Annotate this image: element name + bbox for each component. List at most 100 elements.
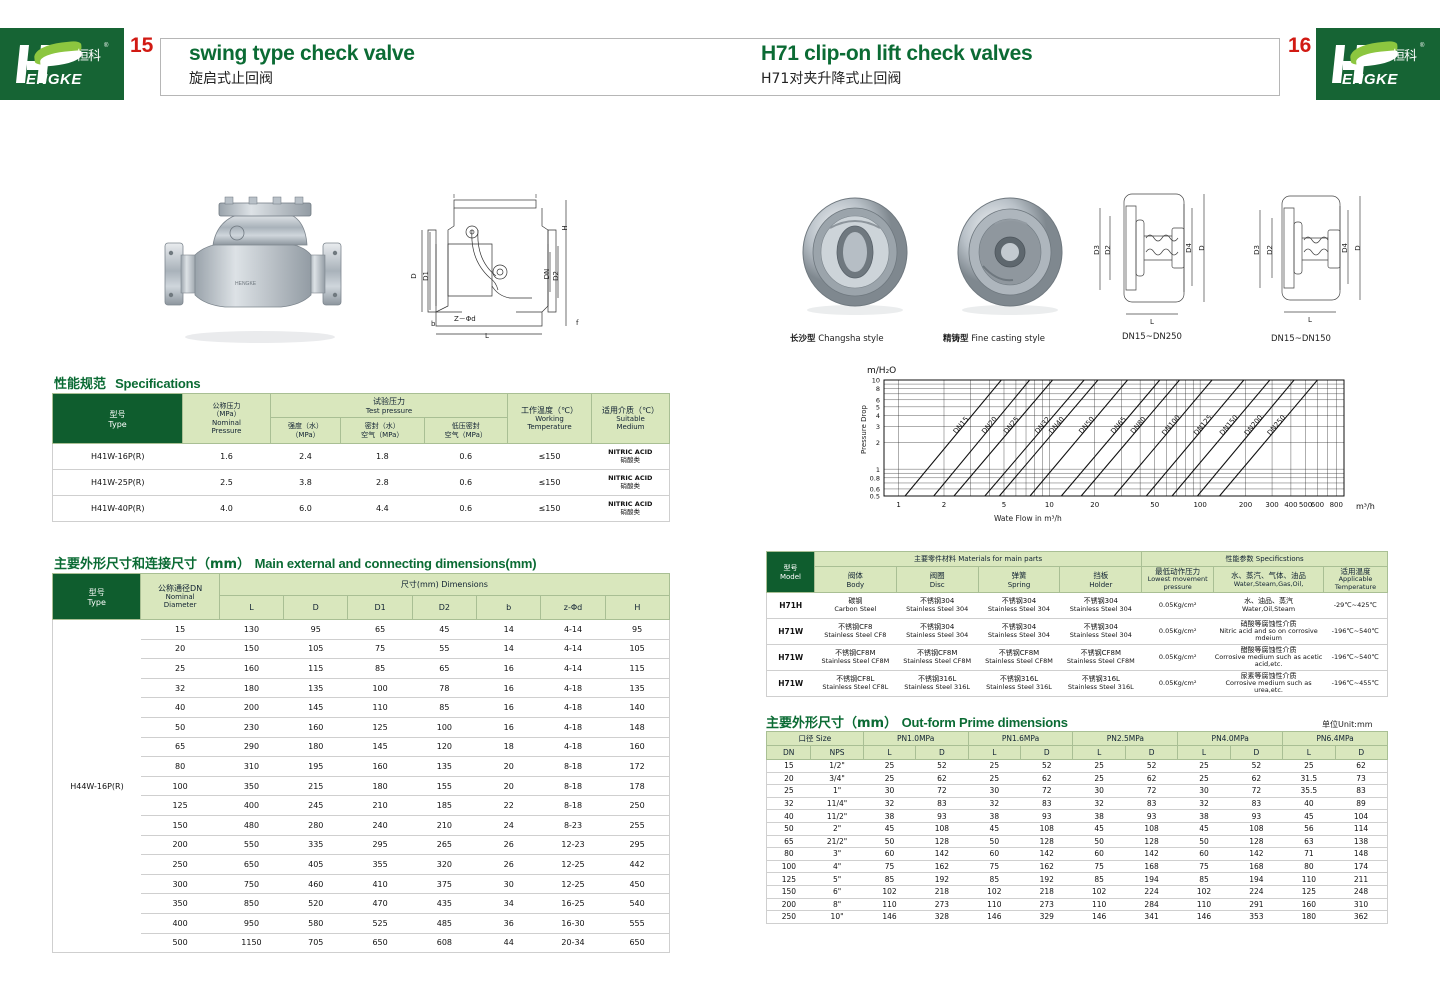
dims-cell-b: 26 <box>476 834 541 856</box>
dims-cell-d1: 355 <box>347 854 413 875</box>
mat-cell-media: 醋酸等腐蚀性介质 Corrosive medium such as acetic … <box>1213 644 1324 671</box>
out-cell-value: 60 <box>863 847 916 861</box>
table-row: 250 10" 146 328 146 329 146 341 146 353 180 362 <box>765 910 1389 924</box>
out-table-body: 15 1/2" 25 52 25 52 25 52 25 52 25 62 20 3/4" 25 62 25 62… <box>765 759 1389 924</box>
out-cell-value: 83 <box>1125 796 1178 811</box>
out-cell-value: 25 <box>968 771 1021 786</box>
out-cell-value: 72 <box>1230 784 1283 798</box>
out-cell-value: 248 <box>1335 884 1389 899</box>
logo-wordmark: ENGKE <box>26 71 82 88</box>
dims-cell-d2: 120 <box>412 736 477 758</box>
spec-cell-type: H41W-40P(R) <box>52 495 183 522</box>
table-row: H71W 不锈钢CF8L Stainless Steel CF8L 不锈钢316L St… <box>766 670 1388 697</box>
svg-text:D3: D3 <box>1253 245 1261 255</box>
dims-cell-zd: 12-25 <box>540 854 606 875</box>
dims-cell-l: 180 <box>219 677 284 699</box>
dims-cell-b: 20 <box>476 756 541 777</box>
out-cell-value: 211 <box>1335 872 1389 886</box>
dims-cell-h: 148 <box>605 716 671 738</box>
out-cell-value: 45 <box>1072 821 1126 836</box>
mat-cell-model: H71W <box>766 618 815 645</box>
out-cell-value: 168 <box>1125 859 1178 874</box>
dims-cell-dn: 500 <box>140 932 220 954</box>
out-cell-value: 25 <box>1282 759 1336 773</box>
table-row: 200 550 335 295 265 26 12-23 295 <box>53 834 671 856</box>
dims-cell-d: 280 <box>283 814 348 836</box>
dims-cell-l: 1150 <box>219 932 284 954</box>
spec-cell-lowseal: 0.6 <box>424 495 508 522</box>
out-cell-value: 40 <box>1282 796 1336 811</box>
out-th-size: 口径 Size <box>766 731 864 746</box>
svg-text:D1: D1 <box>422 271 430 281</box>
dims-cell-l: 150 <box>219 638 284 660</box>
mat-cell-disc: 不锈钢CF8M Stainless Steel CF8M <box>896 644 979 671</box>
lift-check-valve-drawing-dn15-dn250: D3 D2 D4 D L <box>1093 193 1206 326</box>
dims-cell-b: 24 <box>476 814 541 836</box>
out-cell-value: 80 <box>1282 859 1336 874</box>
out-cell-value: 310 <box>1335 897 1389 912</box>
out-cell-value: 146 <box>1177 910 1231 924</box>
out-cell-nps: 3" <box>810 847 864 861</box>
mat-th-temp: 适用温度 Applicable Temperature <box>1323 566 1388 593</box>
dims-cell-zd: 8-23 <box>540 814 606 836</box>
out-cell-nps: 4" <box>810 859 864 874</box>
dims-cell-l: 400 <box>219 795 284 816</box>
mat-th-main-parts: 主要零件材料 Materials for main parts <box>813 551 1143 567</box>
svg-text:0.8: 0.8 <box>870 474 880 482</box>
out-cell-value: 218 <box>915 884 969 899</box>
table-row: 125 5" 85 192 85 192 85 194 85 194 110 211 <box>765 872 1389 886</box>
mat-cell-spring: 不锈钢304 Stainless Steel 304 <box>978 618 1060 645</box>
out-cell-dn: 80 <box>765 847 811 861</box>
out-cell-value: 72 <box>1125 784 1178 798</box>
table-row: 125 400 245 210 185 22 8-18 250 <box>53 795 671 816</box>
mat-cell-pressure: 0.05Kg/cm² <box>1141 618 1214 645</box>
out-cell-value: 83 <box>915 796 969 811</box>
out-table-head-row1: 口径 Size PN1.0MPa PN1.6MPa PN2.5MPa PN4.0MPa P… <box>766 731 1388 746</box>
out-cell-value: 30 <box>1177 784 1231 798</box>
out-cell-value: 192 <box>915 872 969 886</box>
out-cell-value: 128 <box>1125 834 1178 849</box>
out-cell-value: 192 <box>1020 872 1073 886</box>
dims-cell-d: 160 <box>283 716 348 738</box>
svg-text:4: 4 <box>876 412 880 420</box>
out-cell-value: 85 <box>1177 872 1231 886</box>
out-cell-value: 56 <box>1282 821 1336 836</box>
dims-cell-b: 16 <box>476 716 541 738</box>
title-left-en: swing type check valve <box>189 42 415 65</box>
out-cell-value: 218 <box>1020 884 1073 899</box>
out-cell-value: 60 <box>968 847 1021 861</box>
out-cell-value: 72 <box>1020 784 1073 798</box>
mat-table-body: H71H 碳钢 Carbon Steel 不锈钢304 Stainless Steel … <box>766 592 1388 697</box>
spec-th-low-seal: 低压密封 空气（MPa） <box>423 417 509 444</box>
lift-check-valve-drawing-dn15-dn150: D3 D2 D4 D L <box>1253 195 1362 324</box>
dims-cell-d1: 125 <box>347 716 413 738</box>
out-cell-dn: 40 <box>765 809 811 823</box>
out-cell-value: 110 <box>968 897 1021 912</box>
spec-cell-seal: 4.4 <box>340 495 425 522</box>
out-cell-value: 25 <box>863 759 916 773</box>
dims-cell-type: H44W-16P(R) <box>51 618 141 954</box>
table-row: 350 850 520 470 435 34 16-25 540 <box>53 893 671 914</box>
dims-cell-b: 16 <box>476 677 541 699</box>
svg-text:0.5: 0.5 <box>870 493 880 501</box>
spec-cell-seal: 2.8 <box>340 469 425 496</box>
mat-th-media: 水、蒸汽、气体、油品 Water,Steam,Gas,Oil, <box>1213 566 1324 593</box>
out-cell-value: 93 <box>915 809 969 823</box>
spec-cell-temp: ≤150 <box>507 469 592 496</box>
out-cell-value: 62 <box>915 771 969 786</box>
dims-cell-d: 580 <box>283 912 348 934</box>
dims-cell-b: 34 <box>476 893 541 914</box>
outform-unit-note: 单位Unit:mm <box>1322 720 1373 729</box>
spec-cell-seal: 1.8 <box>340 443 425 470</box>
out-cell-value: 128 <box>1230 834 1283 849</box>
out-table-head: 口径 Size PN1.0MPa PN1.6MPa PN2.5MPa PN4.0MPa P… <box>765 731 1389 760</box>
out-cell-value: 25 <box>1072 771 1126 786</box>
swing-check-valve-section-drawing: D D1 DN D2 H L b f Z－Φd <box>410 194 579 340</box>
out-th-l-1: L <box>967 745 1022 760</box>
dims-cell-dn: 350 <box>140 893 220 914</box>
out-cell-value: 194 <box>1230 872 1283 886</box>
mat-cell-holder: 不锈钢304 Stainless Steel 304 <box>1059 592 1142 619</box>
table-row: 100 4" 75 162 75 162 75 168 75 168 80 174 <box>765 859 1389 874</box>
svg-text:L: L <box>1308 316 1312 324</box>
dims-th-b: b <box>476 595 542 620</box>
